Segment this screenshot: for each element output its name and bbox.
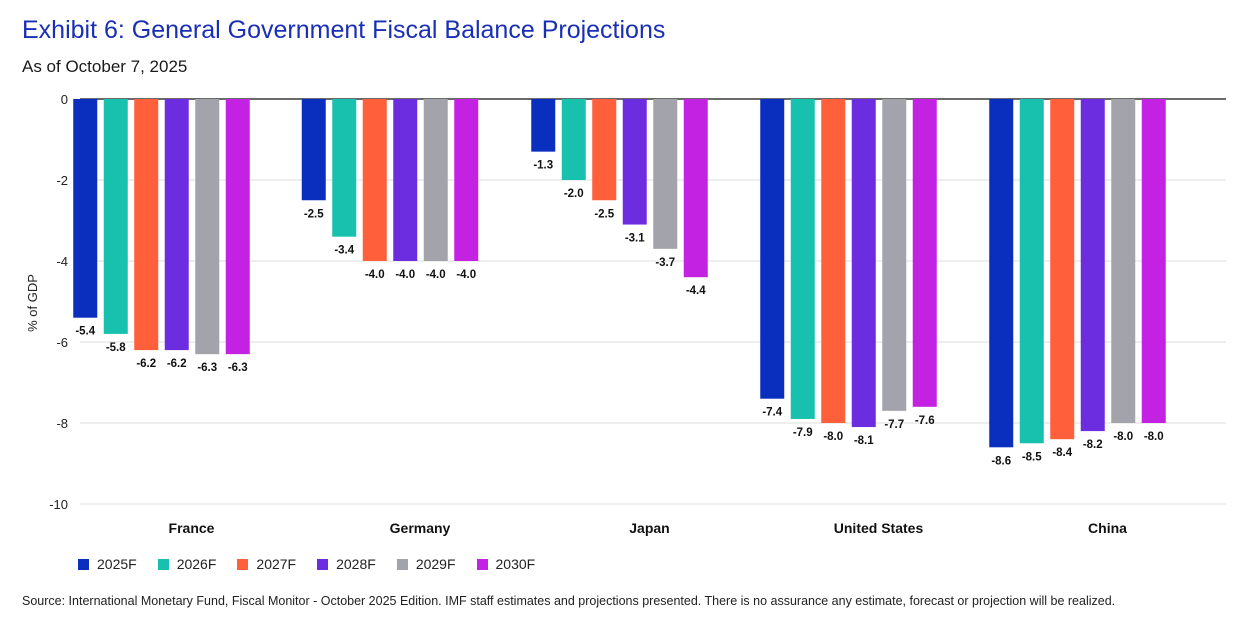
bar-2026f-united-states [790, 99, 815, 419]
bar-2029f-china [1111, 99, 1136, 423]
bar-2029f-united-states [882, 99, 907, 411]
data-label: -8.4 [1052, 447, 1072, 459]
source-note: Source: International Monetary Fund, Fis… [22, 594, 1116, 608]
category-label: Japan [629, 520, 669, 536]
bar-2029f-germany [423, 99, 448, 261]
data-label: -7.4 [762, 407, 782, 419]
data-label: -3.1 [625, 233, 645, 245]
bar-2026f-china [1019, 99, 1044, 444]
legend-swatch [78, 558, 89, 570]
bar-2026f-germany [332, 99, 357, 237]
data-label: -8.0 [823, 431, 843, 443]
legend-swatch [476, 558, 488, 570]
legend-label: 2030F [495, 556, 536, 572]
legend-swatch [157, 558, 169, 570]
category-labels: France Germany Japan United States China [169, 520, 1128, 536]
bar-2029f-france [195, 99, 220, 355]
data-label: -3.7 [655, 257, 675, 269]
bar-2027f-france [134, 99, 159, 351]
y-axis-label: % of GDP [25, 274, 40, 332]
data-label: -4.0 [456, 269, 476, 281]
bar-2030f-france [225, 99, 250, 355]
data-label: -4.0 [426, 269, 446, 281]
bar-2028f-germany [393, 99, 418, 261]
bars [73, 99, 1166, 448]
bar-2027f-japan [592, 99, 617, 201]
bar-2028f-china [1080, 99, 1105, 432]
data-label: -6.2 [136, 358, 156, 370]
y-tick-label: -4 [56, 254, 68, 269]
data-label: -8.2 [1083, 439, 1103, 451]
legend-item-2025f: 2025F [78, 556, 137, 572]
data-label: -6.2 [167, 358, 187, 370]
data-label: -2.5 [304, 208, 324, 220]
bar-2025f-france [73, 99, 98, 318]
data-label: -1.3 [533, 160, 553, 172]
bar-2025f-japan [531, 99, 556, 152]
data-label: -4.0 [395, 269, 415, 281]
y-axis: 0 -2 -4 -6 -8 -10 [49, 92, 68, 512]
data-label: -5.4 [75, 326, 95, 338]
legend-item-2030f: 2030F [476, 556, 536, 572]
bar-2027f-united-states [821, 99, 846, 423]
bar-2025f-china [989, 99, 1014, 448]
legend-label: 2029F [415, 556, 456, 572]
legend-item-2029f: 2029F [396, 556, 456, 572]
data-label: -7.6 [915, 415, 935, 427]
bar-2026f-japan [561, 99, 586, 180]
data-label: -8.0 [1144, 431, 1164, 443]
bar-2028f-japan [622, 99, 647, 225]
bar-2030f-japan [683, 99, 708, 278]
y-tick-label: -2 [56, 173, 68, 188]
data-label: -8.5 [1022, 451, 1042, 463]
legend-swatch [237, 558, 249, 570]
category-label: France [169, 520, 215, 536]
data-label: -7.7 [884, 419, 904, 431]
data-label: -8.1 [854, 435, 874, 447]
category-label: China [1088, 520, 1127, 536]
data-label: -2.0 [564, 188, 584, 200]
category-label: Germany [390, 520, 451, 536]
legend: 2025F 2026F 2027F 2028F 2029F 2030F [78, 556, 556, 572]
bar-2025f-united-states [760, 99, 785, 399]
data-label: -2.5 [594, 208, 614, 220]
data-label: -6.3 [197, 362, 217, 374]
y-tick-label: -8 [56, 416, 68, 431]
bar-2028f-united-states [851, 99, 876, 428]
legend-label: 2026F [176, 556, 217, 572]
y-tick-label: 0 [61, 92, 68, 107]
y-tick-label: -10 [49, 497, 68, 512]
bar-2028f-france [164, 99, 189, 351]
bar-2026f-france [103, 99, 128, 334]
data-label: -3.4 [334, 245, 354, 257]
legend-swatch [396, 558, 408, 570]
bar-2029f-japan [653, 99, 678, 249]
data-label: -6.3 [228, 362, 248, 374]
legend-label: 2027F [256, 556, 297, 572]
data-labels: -5.4 -5.8 -6.2 -6.2 -6.3 -6.3 -2.5 -3.4 -4.0 -4.0… [75, 160, 1163, 468]
data-label: -4.0 [365, 269, 385, 281]
bar-2027f-china [1050, 99, 1075, 440]
legend-label: 2025F [97, 556, 137, 572]
data-label: -8.6 [991, 455, 1011, 467]
data-label: -8.0 [1113, 431, 1133, 443]
legend-item-2028f: 2028F [317, 556, 376, 572]
legend-swatch [317, 558, 329, 570]
bar-2030f-united-states [912, 99, 937, 407]
bar-2025f-germany [301, 99, 326, 201]
legend-label: 2028F [336, 556, 376, 572]
data-label: -5.8 [106, 342, 126, 354]
bar-2030f-china [1141, 99, 1166, 423]
chart-title: Exhibit 6: General Government Fiscal Bal… [22, 16, 666, 44]
data-label: -7.9 [793, 427, 813, 439]
legend-item-2026f: 2026F [157, 556, 217, 572]
bar-2030f-germany [454, 99, 479, 261]
chart-subtitle: As of October 7, 2025 [22, 57, 188, 76]
data-label: -4.4 [686, 285, 706, 297]
category-label: United States [834, 520, 924, 536]
y-tick-label: -6 [56, 335, 68, 350]
bar-2027f-germany [362, 99, 387, 261]
legend-item-2027f: 2027F [237, 556, 296, 572]
